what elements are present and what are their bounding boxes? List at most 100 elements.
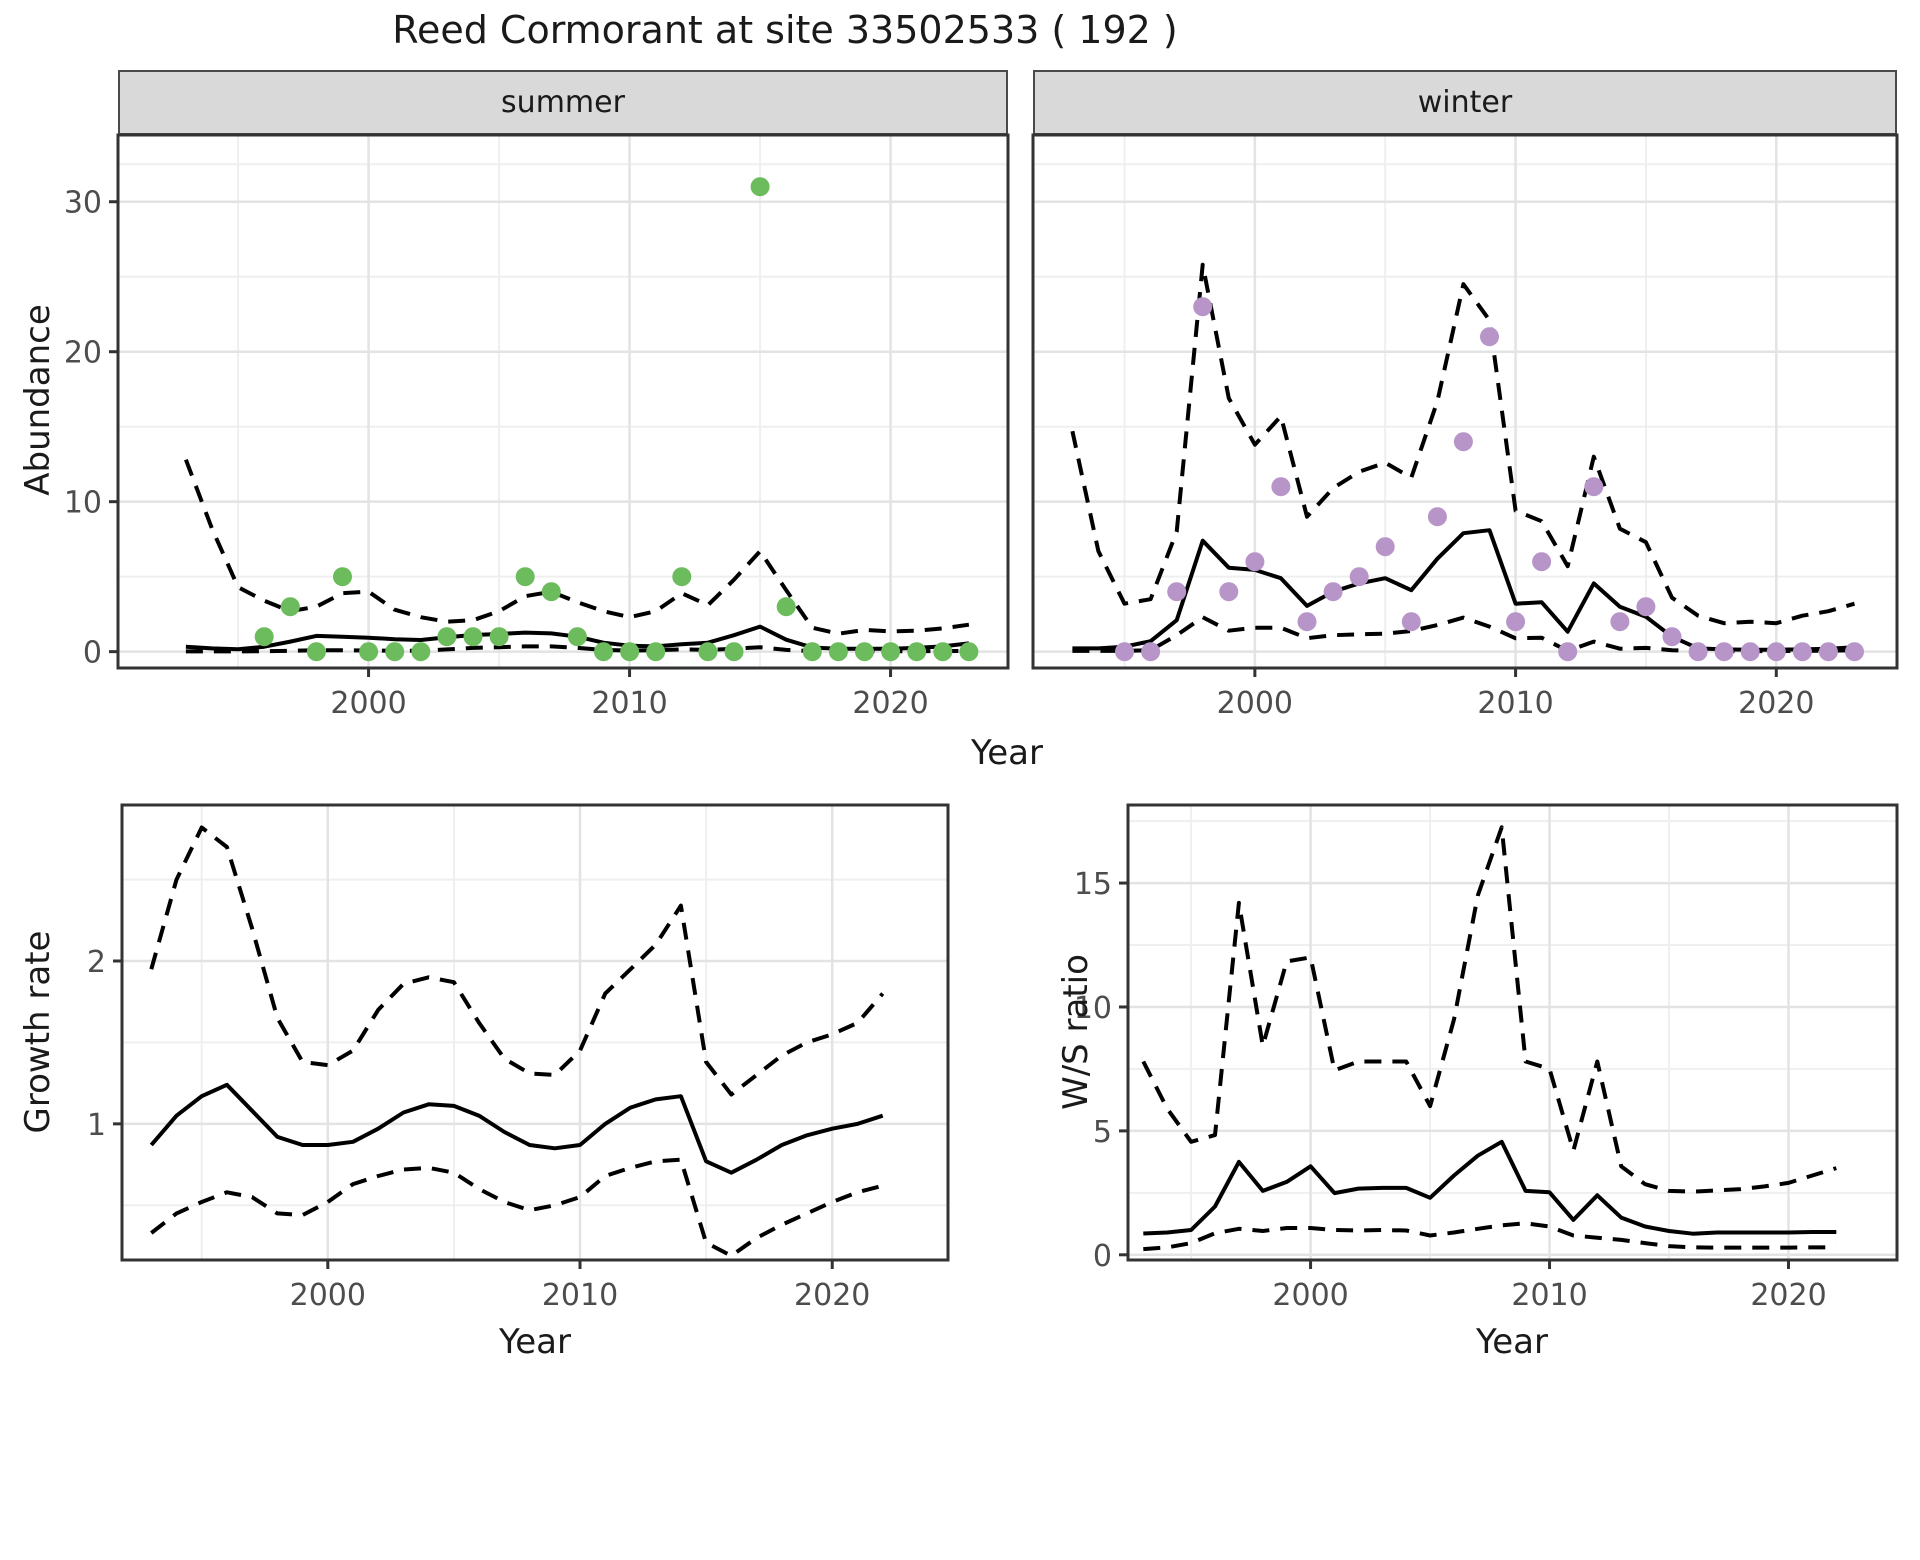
data-point — [1584, 477, 1604, 497]
x-tick-label: 2010 — [1511, 1278, 1587, 1313]
data-point — [385, 642, 405, 662]
fit-line — [1143, 1139, 1837, 1236]
data-point — [1453, 432, 1473, 452]
panel-background — [122, 805, 948, 1260]
data-point — [1323, 582, 1343, 602]
x-tick-label: 2000 — [290, 1278, 366, 1313]
y-axis-title-ws-ratio: W/S ratio — [1056, 954, 1096, 1110]
y-tick-label: 0 — [1093, 1239, 1112, 1274]
x-axis-title-top: Year — [971, 733, 1043, 773]
data-point — [828, 642, 848, 662]
x-tick-label: 2020 — [852, 686, 928, 721]
data-point — [1271, 477, 1291, 497]
data-point — [802, 642, 822, 662]
x-tick-label: 2020 — [1750, 1278, 1826, 1313]
data-point — [541, 582, 561, 602]
x-tick-label: 2000 — [1217, 686, 1293, 721]
y-tick-label: 10 — [64, 486, 102, 521]
data-point — [594, 642, 613, 662]
data-point — [1375, 537, 1395, 557]
data-point — [1610, 612, 1630, 632]
data-point — [1740, 642, 1760, 662]
data-point — [881, 642, 901, 662]
ci-lower-line — [1143, 1221, 1837, 1252]
data-point — [1662, 627, 1682, 647]
data-point — [776, 597, 796, 617]
data-point — [1688, 642, 1708, 662]
x-tick-label: 2020 — [794, 1278, 870, 1313]
data-point — [1297, 612, 1317, 632]
data-point — [254, 627, 274, 647]
data-point — [1219, 582, 1239, 602]
panel-growth-rate: 2000 2010 2020 1 2 — [87, 803, 950, 1313]
data-point — [1245, 552, 1265, 572]
data-point — [1636, 597, 1656, 617]
data-point — [515, 567, 535, 587]
y-axis-title-growth-rate: Growth rate — [18, 930, 58, 1134]
data-point — [1115, 642, 1134, 662]
y-tick-label: 10 — [1074, 991, 1112, 1026]
data-point — [306, 642, 326, 662]
data-point — [1818, 642, 1838, 662]
y-tick-label: 1 — [87, 1108, 106, 1143]
data-point — [1141, 642, 1161, 662]
data-point — [933, 642, 953, 662]
panel-border — [1126, 803, 1899, 1262]
panel-border — [120, 803, 950, 1262]
data-point — [1480, 327, 1499, 347]
panel-border — [1031, 133, 1899, 670]
data-point — [1845, 642, 1864, 662]
data-point — [1401, 612, 1421, 632]
panel-abundance-winter: 2000 2010 2020 — [1031, 133, 1899, 721]
x-tick-label: 2010 — [1477, 686, 1553, 721]
panel-ws-ratio: 2000 2010 2020 0 5 10 15 — [1074, 803, 1899, 1313]
chart-title: Reed Cormorant at site 33502533 ( 192 ) — [392, 8, 1178, 52]
x-tick-label: 2010 — [542, 1278, 618, 1313]
panel-background — [118, 135, 1008, 668]
data-point — [1792, 642, 1812, 662]
ci-upper-line — [1070, 262, 1856, 626]
fit-line — [149, 1082, 884, 1175]
data-point — [698, 642, 718, 662]
data-point — [959, 642, 979, 662]
data-point — [1532, 552, 1552, 572]
y-axis-title-abundance: Abundance — [18, 304, 58, 496]
facet-strip-summer-label: summer — [501, 85, 625, 120]
y-tick-label: 15 — [1074, 867, 1112, 902]
x-tick-label: 2000 — [1272, 1278, 1348, 1313]
facet-strip-summer: summer — [118, 70, 1008, 135]
panel-background — [1033, 135, 1897, 668]
data-point — [1766, 642, 1786, 662]
data-point — [1349, 567, 1369, 587]
panel-border — [116, 133, 1010, 670]
x-axis-title-ws-ratio: Year — [1476, 1322, 1548, 1362]
x-tick-label: 2000 — [330, 686, 406, 721]
data-point — [411, 642, 431, 662]
panel-abundance-summer: 2000 2010 2020 0 10 20 30 — [64, 133, 1010, 721]
data-point — [463, 627, 483, 647]
x-tick-label: 2020 — [1738, 686, 1814, 721]
ci-upper-line — [1141, 825, 1837, 1194]
y-tick-label: 30 — [64, 186, 102, 221]
data-point — [750, 177, 770, 197]
data-point — [620, 642, 640, 662]
data-point — [1714, 642, 1734, 662]
data-point — [1427, 507, 1447, 527]
data-point — [907, 642, 927, 662]
data-point — [724, 642, 744, 662]
y-tick-label: 0 — [83, 636, 102, 671]
y-tick-label: 20 — [64, 336, 102, 371]
data-point — [1506, 612, 1526, 632]
data-point — [333, 567, 352, 587]
x-axis-title-growth-rate: Year — [499, 1322, 571, 1362]
data-point — [1558, 642, 1578, 662]
data-point — [855, 642, 874, 662]
data-point — [672, 567, 692, 587]
data-point — [567, 627, 587, 647]
y-tick-label: 2 — [87, 945, 106, 980]
data-point — [1167, 582, 1187, 602]
data-point — [437, 627, 457, 647]
data-point — [646, 642, 666, 662]
data-point — [280, 597, 300, 617]
